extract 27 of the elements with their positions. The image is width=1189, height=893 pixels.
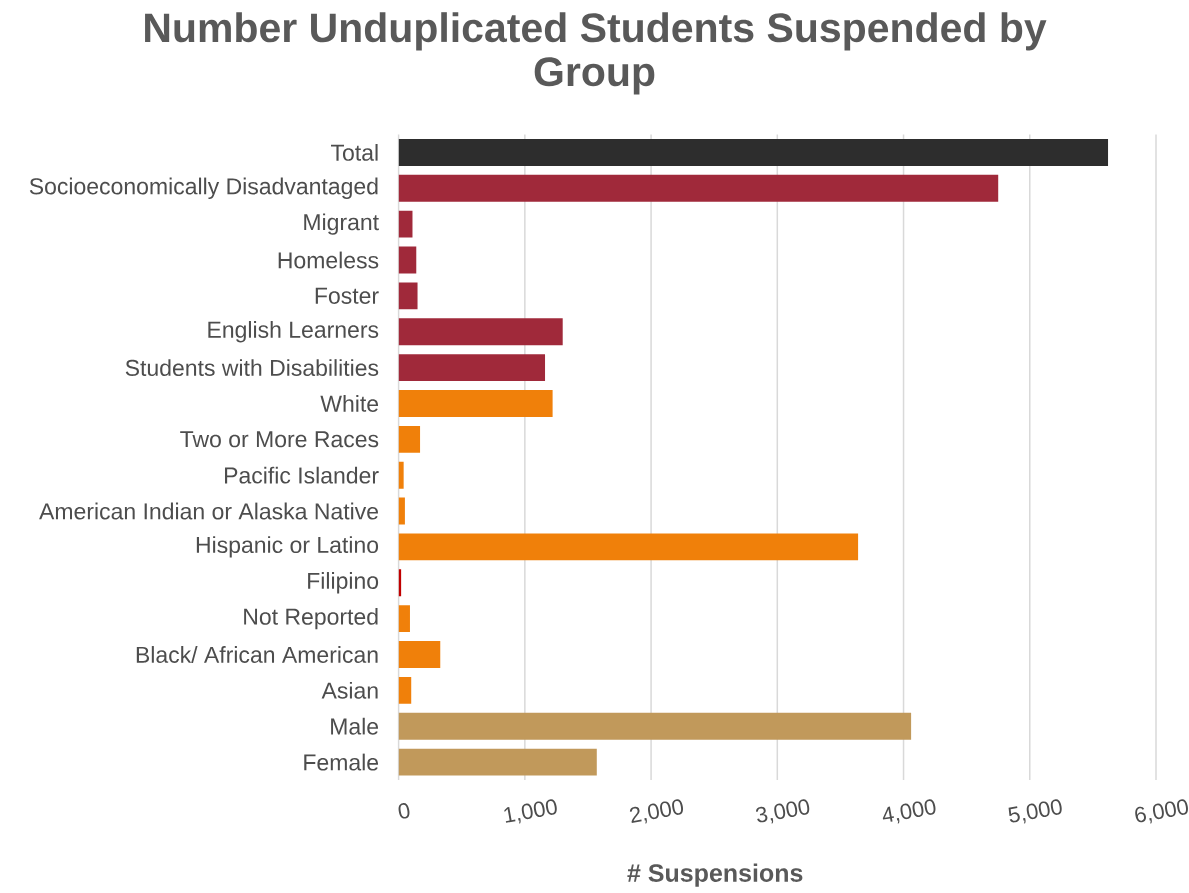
y-tick-label: White [320, 395, 379, 412]
y-tick-label: Students with Disabilities [125, 359, 379, 377]
y-tick-label: Female [304, 753, 379, 771]
chart-title: Number Unduplicated Students Suspended by Group [145, 12, 1047, 95]
x-tick-label: 4,000 [882, 799, 936, 824]
y-tick-label: Socioeconomically Disadvantaged [29, 177, 378, 200]
y-tick-label: Hispanic or Latino [196, 536, 379, 558]
x-tick-label: 6,000 [1135, 799, 1188, 824]
y-tick-label: Homeless [278, 251, 379, 269]
y-tick-label: Total [331, 143, 378, 161]
y-tick-label: English Learners [208, 321, 379, 343]
y-tick-label: Migrant [304, 213, 379, 235]
y-tick-label: Black/ African American [136, 646, 378, 663]
x-tick-label: 0 [398, 803, 410, 819]
y-tick-label: Two or More Races [180, 431, 379, 448]
y-tick-label: Not Reported [244, 607, 378, 630]
y-tick-label: Foster [315, 287, 379, 304]
y-tick-label: Pacific Islander [225, 466, 379, 484]
x-axis-title: # Suspensions [627, 863, 803, 887]
x-tick-label: 1,000 [504, 799, 557, 824]
y-tick-label: Male [331, 717, 379, 735]
x-tick-label: 2,000 [629, 799, 684, 824]
x-tick-label: 3,000 [756, 799, 810, 824]
y-tick-label: Asian [321, 681, 378, 699]
x-tick-label: 5,000 [1008, 799, 1062, 824]
y-tick-label: Filipino [308, 572, 379, 594]
y-tick-label: American Indian or Alaska Native [39, 502, 378, 520]
